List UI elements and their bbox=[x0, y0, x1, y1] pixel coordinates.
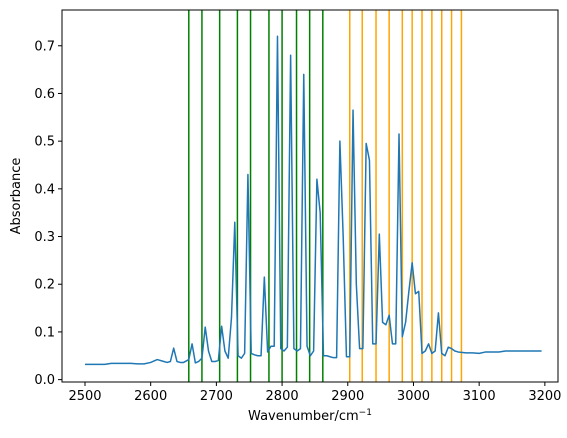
y-tick-label: 0.2 bbox=[34, 278, 55, 293]
y-tick-label: 0.3 bbox=[34, 230, 55, 245]
x-tick-label: 2700 bbox=[200, 389, 233, 404]
x-tick-label: 2900 bbox=[331, 389, 364, 404]
x-axis-ticks: 2500 2600 2700 2800 2900 3000 3100 3200 bbox=[68, 382, 561, 404]
y-tick-label: 0.1 bbox=[34, 325, 55, 340]
y-tick-label: 0.6 bbox=[34, 87, 55, 102]
series-group bbox=[84, 35, 542, 366]
x-axis-label-superscript: −1 bbox=[359, 408, 372, 418]
x-tick-label: 3000 bbox=[397, 389, 430, 404]
y-tick-label: 0.7 bbox=[34, 39, 55, 54]
y-tick-label: 0.0 bbox=[34, 373, 55, 388]
x-tick-label: 2800 bbox=[266, 389, 299, 404]
y-tick-label: 0.4 bbox=[34, 182, 55, 197]
y-axis-ticks: 0.0 0.1 0.2 0.3 0.4 0.5 0.6 0.7 bbox=[34, 39, 62, 388]
plot-frame bbox=[61, 9, 559, 383]
absorbance-series-line bbox=[84, 35, 542, 366]
y-tick-label: 0.5 bbox=[34, 135, 55, 150]
x-tick-label: 3100 bbox=[463, 389, 496, 404]
y-axis-label: Absorbance bbox=[9, 158, 24, 235]
x-tick-label: 2600 bbox=[134, 389, 167, 404]
x-tick-label: 3200 bbox=[528, 389, 561, 404]
x-axis-label: Wavenumber/cm−1 bbox=[248, 408, 372, 424]
x-tick-label: 2500 bbox=[68, 389, 101, 404]
